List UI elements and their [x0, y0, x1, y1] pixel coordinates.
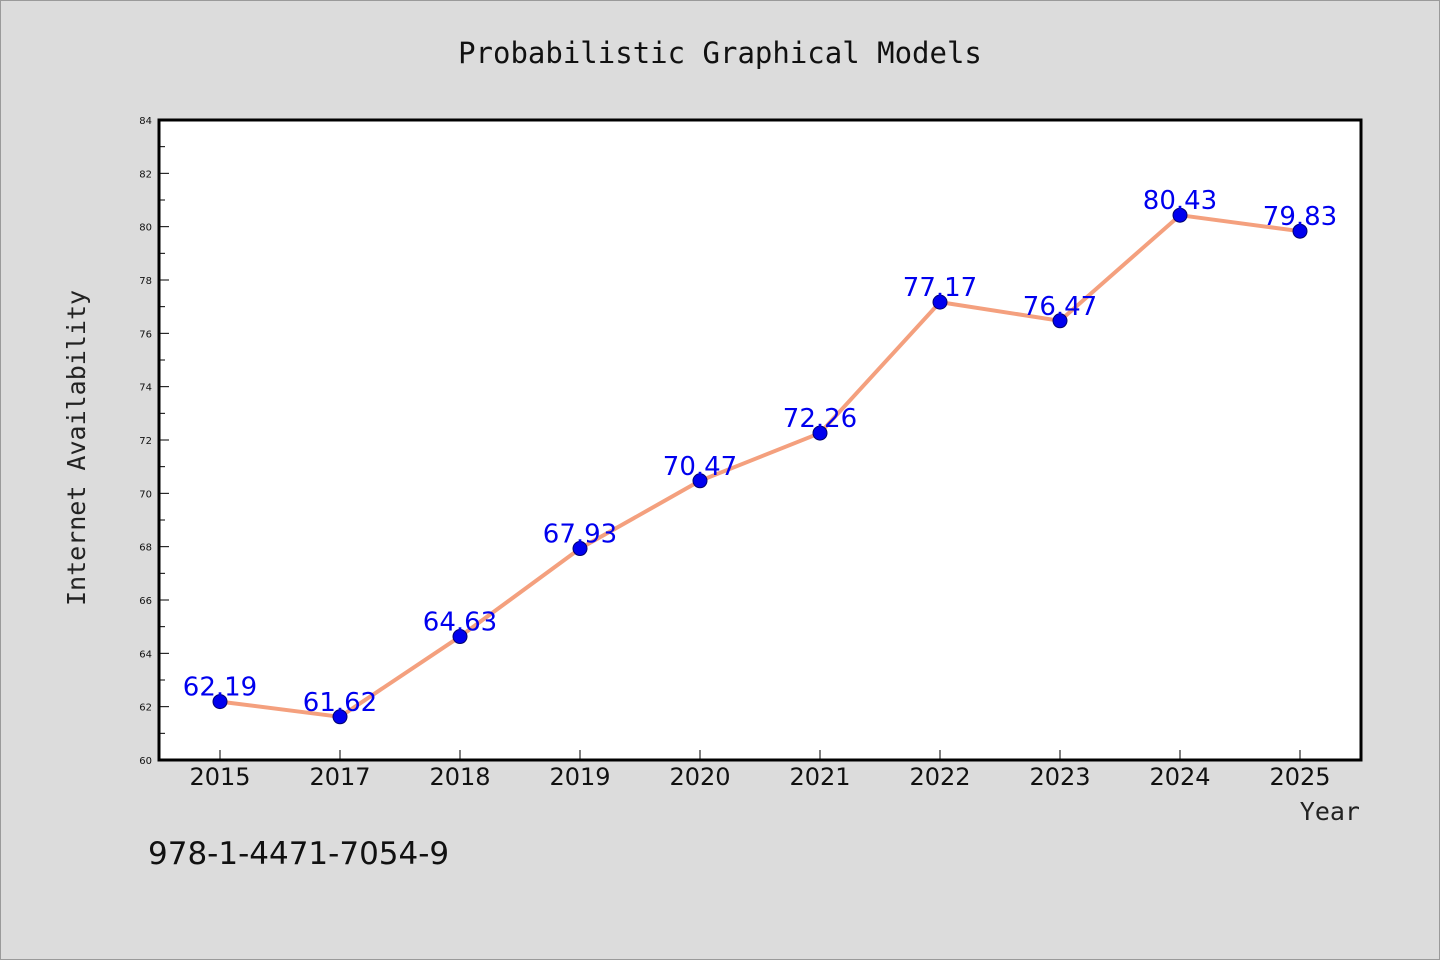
series-polyline [219, 213, 1301, 719]
x-tick-label: 2021 [789, 763, 850, 791]
data-label: 64.63 [423, 608, 497, 638]
data-label: 79.83 [1263, 202, 1337, 232]
data-label: 72.26 [783, 404, 857, 434]
x-tick-label: 2022 [909, 763, 970, 791]
series-line [219, 213, 1301, 719]
series-markers [212, 207, 1308, 725]
x-tick-label: 2025 [1269, 763, 1330, 791]
x-tick-label: 2024 [1149, 763, 1210, 791]
data-point [1172, 207, 1188, 223]
y-axis-label: Internet Availability [62, 290, 91, 606]
y-tick-label: 72 [139, 436, 152, 447]
y-tick-label: 60 [139, 756, 152, 767]
y-tick-label: 84 [139, 116, 152, 127]
data-label: 77.17 [903, 273, 977, 303]
x-tick-label: 2017 [309, 763, 370, 791]
data-labels: 62.19 61.62 64.63 67.93 70.47 72.26 77.17 76.47… [183, 186, 1337, 718]
x-tick-label: 2020 [669, 763, 730, 791]
data-point [212, 694, 228, 710]
chart-title: Probabilistic Graphical Models [458, 36, 982, 70]
x-tick-label: 2015 [189, 763, 250, 791]
y-tick-label: 74 [139, 383, 152, 394]
data-label: 67.93 [543, 520, 617, 550]
data-label: 62.19 [183, 673, 257, 703]
data-point [812, 425, 828, 441]
data-point [692, 473, 708, 489]
x-axis-label: Year [1300, 797, 1360, 826]
y-tick-label: 62 [139, 703, 152, 714]
y-tick-label: 78 [139, 276, 152, 287]
x-tick-label: 2018 [429, 763, 490, 791]
data-point [572, 541, 588, 557]
data-label: 76.47 [1023, 292, 1097, 322]
isbn-annotation: 978-1-4471-7054-9 [148, 836, 449, 872]
y-tick-label: 80 [139, 223, 152, 234]
y-tick-label: 68 [139, 543, 152, 554]
data-point [1292, 223, 1308, 239]
x-axis: 2015 2017 2018 2019 2020 2021 2022 2023 2024 2025 [189, 750, 1331, 791]
y-tick-label: 70 [139, 489, 152, 500]
data-label: 61.62 [303, 688, 377, 718]
x-tick-label: 2023 [1029, 763, 1090, 791]
data-point [452, 629, 468, 645]
data-point [1052, 313, 1068, 329]
data-point [932, 294, 948, 310]
data-point [332, 709, 348, 725]
data-label: 80.43 [1143, 186, 1217, 216]
y-tick-label: 82 [139, 169, 152, 180]
x-tick-label: 2019 [549, 763, 610, 791]
y-tick-label: 76 [139, 329, 152, 340]
data-label: 70.47 [663, 452, 737, 482]
plot-area [157, 118, 1363, 762]
y-tick-label: 64 [139, 649, 152, 660]
y-tick-label: 66 [139, 596, 152, 607]
y-axis: 60 62 64 66 68 70 72 74 76 78 80 82 84 [139, 116, 169, 767]
